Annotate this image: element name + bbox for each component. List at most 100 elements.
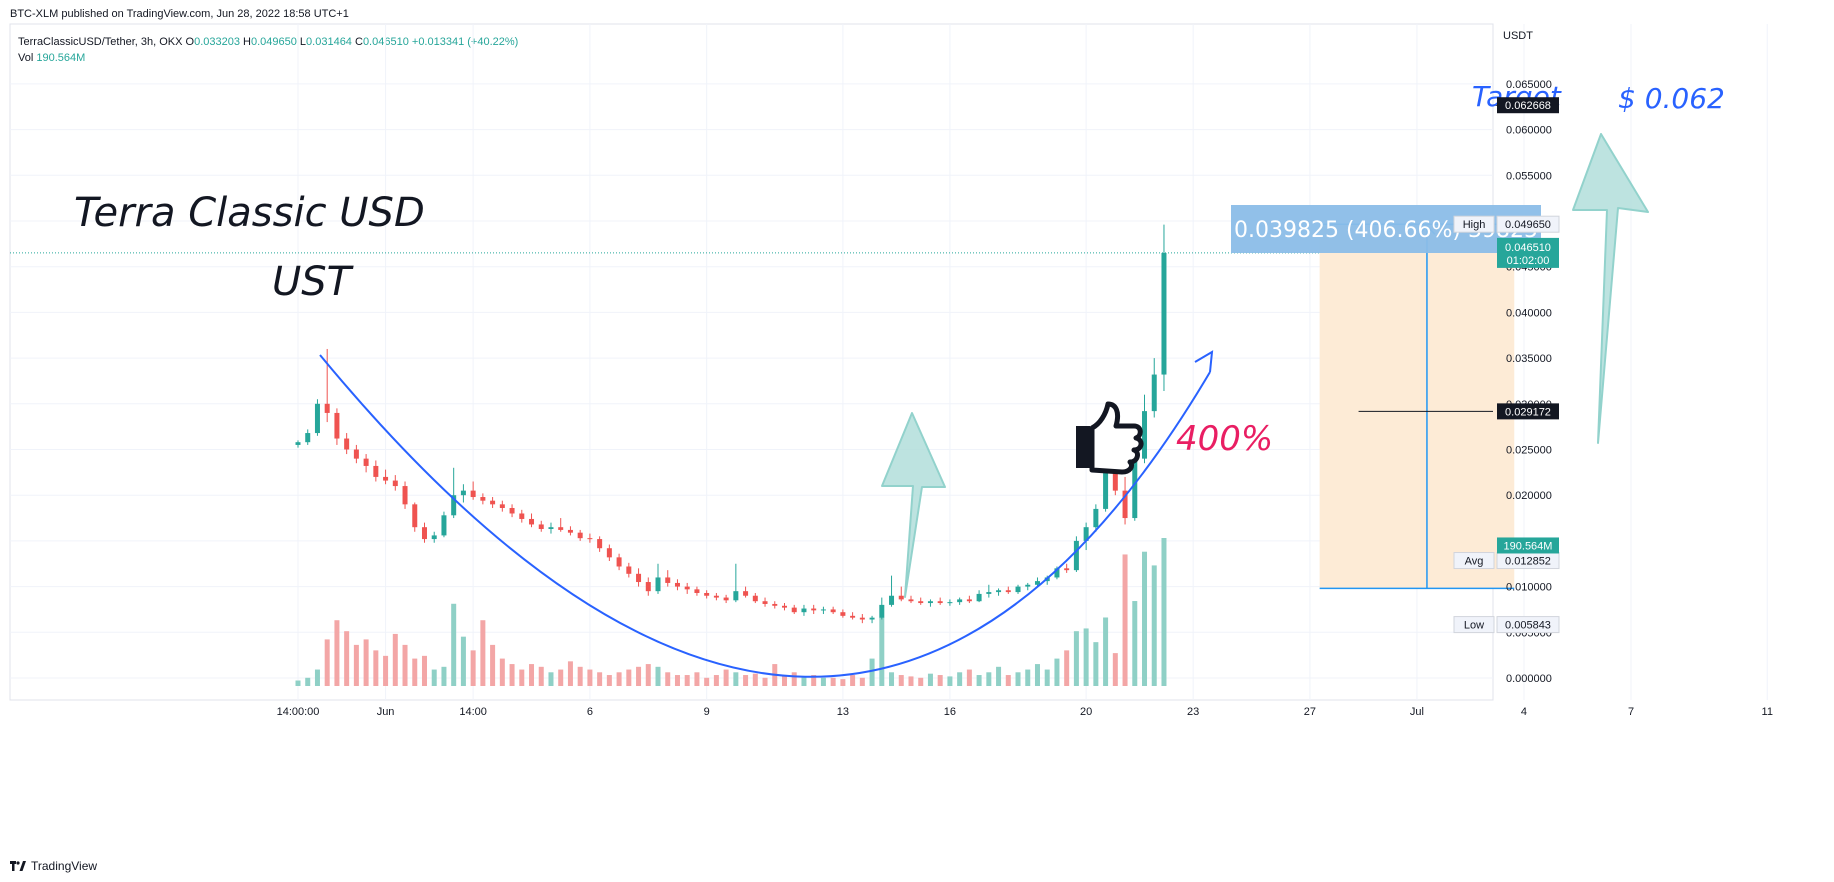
volume-bar	[538, 666, 544, 686]
candle-body	[295, 442, 301, 445]
volume-bar	[1034, 664, 1040, 686]
candle-body	[1151, 374, 1157, 412]
volume-bar	[1151, 565, 1157, 686]
y-tick-label: 0.020000	[1506, 490, 1552, 502]
volume-bar	[626, 669, 632, 686]
thumbs-up-icon	[1076, 401, 1144, 475]
volume-bar	[519, 669, 525, 686]
candle-body	[548, 527, 554, 530]
candle-body	[314, 403, 320, 434]
volume-bar	[480, 620, 486, 686]
ohlc-value-1: 0.049650	[250, 36, 297, 48]
volume-bar	[558, 669, 564, 686]
candle-body	[704, 592, 710, 596]
candle-body	[830, 609, 836, 613]
candle-body	[431, 535, 437, 540]
x-tick-label: 20	[1080, 706, 1092, 718]
price-badges: 0.062668 0.029172 0.049650 High 0.04651001:0…	[1453, 97, 1560, 634]
volume-bar	[295, 680, 301, 686]
candle-body	[460, 490, 466, 496]
volume-bar	[1112, 653, 1118, 686]
candle-body	[451, 495, 457, 516]
target-value: $ 0.062	[1618, 82, 1725, 115]
candle-body	[480, 497, 486, 501]
brand-name: TradingView	[31, 859, 98, 873]
candle-body	[791, 607, 797, 613]
ohlc-key-1: H	[239, 36, 251, 48]
target-arrow-shape	[1572, 133, 1649, 444]
ohlc-value-0: 0.033203	[194, 36, 240, 48]
volume-bar	[840, 679, 846, 686]
volume-bar	[441, 666, 447, 686]
x-tick-label: 13	[837, 706, 849, 718]
y-tick-label: 0.055000	[1506, 170, 1552, 182]
candle-body	[490, 500, 496, 505]
x-tick-label: 11	[1762, 706, 1773, 718]
volume-bar	[665, 672, 671, 686]
volume-bar	[344, 631, 350, 686]
candle-body	[859, 617, 865, 620]
candle-body	[869, 617, 875, 620]
volume-bar	[412, 658, 418, 686]
volume-bar	[674, 675, 680, 686]
volume-bar	[402, 644, 408, 686]
candle-body	[782, 605, 787, 608]
ohlc-key-3: C	[351, 36, 363, 48]
percent-gain-label: 400%	[1176, 419, 1273, 459]
candle-body	[334, 412, 340, 439]
volume-bar	[305, 677, 311, 686]
candle-body	[645, 582, 651, 592]
candle-body	[636, 573, 642, 583]
candle-body	[840, 612, 846, 616]
candle-body	[402, 486, 408, 505]
volume-bar	[597, 672, 603, 686]
candle-body	[801, 608, 807, 613]
volume-bar	[645, 664, 651, 686]
volume-badge	[1497, 537, 1559, 554]
candle-body	[1083, 527, 1089, 541]
candle-body	[927, 601, 933, 604]
y-tick-label: 0.065000	[1506, 79, 1552, 91]
candle-body	[908, 599, 914, 602]
volume-bar	[927, 673, 933, 686]
x-tick-label: Jul	[1410, 706, 1424, 718]
symbol-name[interactable]: TerraClassicUSD/Tether, 3h, OKX	[18, 36, 183, 48]
volume-bar	[1073, 631, 1079, 686]
volume-bar	[421, 655, 427, 686]
candle-body	[879, 604, 885, 618]
y-tick-label: 0.025000	[1506, 445, 1552, 457]
tradingview-logo-icon	[10, 861, 26, 871]
volume-value: 190.564M	[36, 52, 86, 64]
volume-bar	[976, 675, 982, 686]
axes: 0.0000000.0050000.0100000.0150000.020000…	[277, 30, 1773, 718]
candle-body	[1005, 590, 1011, 593]
candle-body	[519, 513, 525, 519]
candle-body	[986, 592, 992, 594]
y-tick-label: 0.040000	[1506, 307, 1552, 319]
high-badge-value: 0.049650	[1505, 219, 1551, 231]
candle-body	[937, 601, 943, 604]
volume-bar	[1064, 650, 1070, 686]
ohlc-value-2: 0.031464	[306, 36, 352, 48]
y-axis-unit: USDT	[1503, 30, 1533, 42]
candle-body	[752, 595, 758, 602]
volume-bar	[334, 620, 340, 686]
candle-body	[305, 433, 311, 443]
candle-body	[529, 518, 535, 525]
ohlc-value-4: +0.013341 (+40.22%)	[411, 36, 519, 48]
candle-body	[889, 595, 895, 605]
volume-bar	[606, 675, 612, 686]
candle-body	[363, 458, 369, 466]
x-tick-label: 7	[1628, 706, 1634, 718]
price-line-badge	[1497, 97, 1559, 114]
volume-bar	[509, 664, 515, 686]
tradingview-brand[interactable]: TradingView	[10, 859, 97, 873]
volume-bar	[567, 661, 573, 686]
high-badge	[1496, 215, 1560, 233]
last-price-badge	[1497, 237, 1559, 268]
volume-bar	[879, 617, 885, 686]
x-tick-label: 23	[1187, 706, 1199, 718]
volume-bar	[1093, 642, 1099, 686]
high-tag	[1453, 215, 1495, 233]
